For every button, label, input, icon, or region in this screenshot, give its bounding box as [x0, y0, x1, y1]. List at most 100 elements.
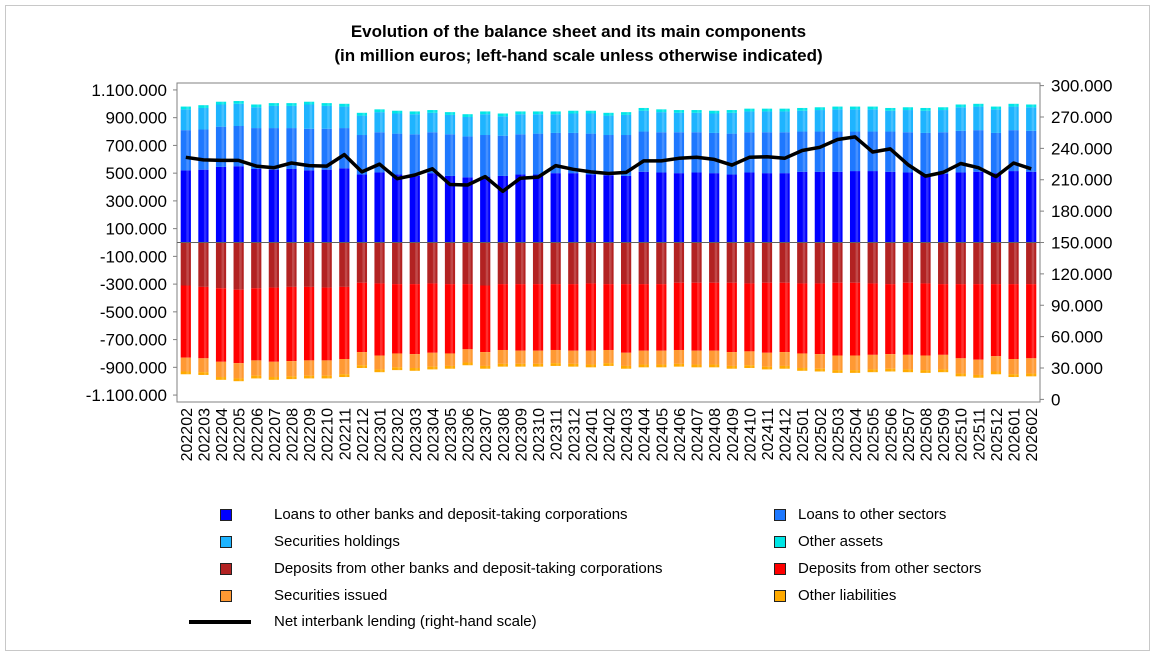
bar-shade-other-liabilities-202311 — [556, 363, 559, 366]
legend-label-loans-sectors: Loans to other sectors — [798, 506, 947, 523]
bar-shade-loans-to-other-banks-and-deposit-taking-corporations-202210 — [327, 169, 330, 243]
bar-shade-deposits-from-other-sectors-202208 — [291, 286, 295, 362]
bar-loans-to-other-sectors-202407 — [691, 132, 702, 173]
bar-other-liabilities-202305 — [444, 365, 456, 369]
bar-securities-issued-202412 — [779, 352, 790, 366]
bar-shade-other-assets-202309 — [520, 111, 524, 115]
bar-loans-to-other-banks-and-deposit-taking-corporations-202502 — [814, 171, 825, 243]
bar-shade-deposits-from-other-sectors-202504 — [855, 282, 859, 356]
bar-securities-issued-202404 — [638, 350, 649, 365]
bar-securities-holdings-202404 — [638, 110, 649, 132]
bar-securities-issued-202410 — [744, 351, 755, 366]
bar-loans-to-other-banks-and-deposit-taking-corporations-202504 — [849, 171, 861, 243]
bar-loans-to-other-banks-and-deposit-taking-corporations-202211 — [339, 168, 350, 243]
bar-shade-securities-issued-202208 — [291, 361, 295, 377]
bar-deposits-from-other-banks-and-deposit-taking-corporations-202302 — [392, 242, 403, 285]
bar-other-assets-202311 — [550, 111, 561, 115]
bar-shade-deposits-from-other-sectors-202409 — [732, 282, 735, 353]
x-axis-tick-label: 202211 — [337, 408, 354, 460]
bar-shade-other-assets-202401 — [591, 110, 594, 114]
bar-shade-other-liabilities-202208 — [291, 376, 295, 380]
bar-shade-loans-to-other-sectors-202306 — [468, 136, 471, 178]
bar-shade-securities-issued-202505 — [873, 354, 876, 370]
bar-shade-deposits-from-other-sectors-202506 — [890, 284, 894, 355]
bar-loans-to-other-banks-and-deposit-taking-corporations-202208 — [286, 168, 297, 243]
bar-shade-securities-holdings-202403 — [626, 114, 630, 136]
x-axis-tick-label: 202602 — [1024, 408, 1041, 461]
x-axis-tick-label: 202502 — [813, 408, 830, 461]
bar-securities-issued-202308 — [497, 349, 508, 364]
bar-shade-loans-to-other-banks-and-deposit-taking-corporations-202511 — [978, 171, 982, 243]
bar-shade-other-assets-202402 — [609, 112, 612, 116]
bar-shade-securities-issued-202506 — [890, 354, 894, 369]
bar-deposits-from-other-sectors-202204 — [215, 288, 227, 362]
right-axis-tick-label: 0 — [1051, 390, 1060, 409]
bar-shade-deposits-from-other-sectors-202312 — [573, 284, 577, 351]
bar-shade-loans-to-other-banks-and-deposit-taking-corporations-202410 — [749, 172, 753, 243]
bar-loans-to-other-sectors-202308 — [497, 135, 508, 176]
bar-securities-issued-202301 — [374, 355, 385, 370]
bar-shade-deposits-from-other-sectors-202209 — [309, 286, 313, 361]
bar-shade-deposits-from-other-sectors-202402 — [609, 284, 612, 350]
bar-shade-deposits-from-other-banks-and-deposit-taking-corporations-202203 — [203, 242, 207, 287]
bar-other-assets-202203 — [198, 105, 209, 108]
bar-shade-securities-holdings-202402 — [609, 115, 612, 136]
bar-shade-deposits-from-other-banks-and-deposit-taking-corporations-202508 — [926, 242, 929, 284]
bar-deposits-from-other-banks-and-deposit-taking-corporations-202207 — [268, 242, 279, 288]
bar-shade-deposits-from-other-banks-and-deposit-taking-corporations-202402 — [609, 242, 612, 285]
bar-shade-securities-holdings-202204 — [221, 104, 225, 127]
bar-shade-deposits-from-other-sectors-202405 — [661, 284, 665, 351]
bar-securities-holdings-202206 — [251, 107, 262, 129]
bar-loans-to-other-banks-and-deposit-taking-corporations-202309 — [515, 174, 526, 243]
bar-shade-other-assets-202404 — [644, 107, 647, 111]
bar-shade-securities-holdings-202207 — [274, 105, 277, 129]
bar-shade-loans-to-other-banks-and-deposit-taking-corporations-202506 — [890, 171, 894, 243]
bar-shade-loans-to-other-sectors-202411 — [767, 132, 771, 174]
bar-shade-deposits-from-other-banks-and-deposit-taking-corporations-202208 — [291, 242, 295, 287]
bar-loans-to-other-sectors-202506 — [885, 131, 896, 172]
bar-other-liabilities-202312 — [568, 363, 579, 367]
bar-shade-securities-issued-202205 — [239, 363, 242, 379]
bar-securities-issued-202311 — [550, 349, 561, 364]
bar-shade-securities-holdings-202511 — [978, 106, 982, 131]
bar-shade-loans-to-other-banks-and-deposit-taking-corporations-202212 — [362, 174, 365, 243]
bar-loans-to-other-sectors-202408 — [709, 132, 720, 174]
bar-shade-other-assets-202307 — [485, 111, 489, 115]
bar-shade-loans-to-other-banks-and-deposit-taking-corporations-202207 — [274, 169, 277, 243]
bar-other-assets-202210 — [321, 103, 332, 106]
bar-loans-to-other-sectors-202304 — [427, 132, 438, 174]
bar-shade-other-liabilities-202211 — [344, 374, 348, 378]
bar-other-assets-202308 — [497, 113, 508, 117]
bar-deposits-from-other-sectors-202501 — [797, 283, 808, 354]
bar-loans-to-other-sectors-202302 — [392, 133, 403, 175]
bar-deposits-from-other-sectors-202306 — [462, 284, 473, 350]
bar-shade-other-assets-202308 — [503, 113, 506, 117]
bar-shade-other-assets-202510 — [961, 104, 964, 108]
bar-shade-other-assets-202403 — [626, 112, 630, 115]
bar-securities-issued-202405 — [656, 350, 667, 365]
bar-shade-loans-to-other-banks-and-deposit-taking-corporations-202311 — [556, 173, 559, 243]
bar-shade-deposits-from-other-sectors-202602 — [1031, 284, 1035, 359]
bar-deposits-from-other-banks-and-deposit-taking-corporations-202405 — [656, 242, 667, 285]
bar-shade-other-liabilities-202310 — [538, 363, 542, 367]
bar-other-liabilities-202304 — [427, 366, 438, 370]
bar-shade-loans-to-other-sectors-202303 — [415, 134, 418, 176]
bar-shade-securities-holdings-202510 — [961, 107, 964, 131]
bar-deposits-from-other-sectors-202307 — [480, 285, 491, 353]
bar-shade-deposits-from-other-banks-and-deposit-taking-corporations-202209 — [309, 242, 313, 287]
bar-shade-securities-issued-202309 — [520, 350, 524, 364]
bar-securities-holdings-202403 — [621, 114, 632, 136]
bar-other-assets-202302 — [392, 110, 403, 114]
bar-shade-loans-to-other-banks-and-deposit-taking-corporations-202206 — [256, 168, 260, 243]
right-axis-tick-label: 240.000 — [1051, 139, 1112, 158]
bar-loans-to-other-sectors-202601 — [1008, 130, 1019, 172]
legend-swatch-securities-issued — [220, 590, 232, 602]
bar-loans-to-other-banks-and-deposit-taking-corporations-202302 — [392, 174, 403, 243]
bar-shade-securities-issued-202512 — [996, 356, 1000, 372]
bar-shade-other-liabilities-202501 — [802, 368, 806, 371]
bar-shade-deposits-from-other-sectors-202502 — [820, 283, 823, 355]
bar-shade-deposits-from-other-sectors-202305 — [450, 284, 454, 354]
bar-loans-to-other-sectors-202206 — [251, 128, 262, 169]
bar-shade-loans-to-other-sectors-202508 — [926, 132, 929, 174]
bar-loans-to-other-banks-and-deposit-taking-corporations-202412 — [779, 173, 790, 243]
